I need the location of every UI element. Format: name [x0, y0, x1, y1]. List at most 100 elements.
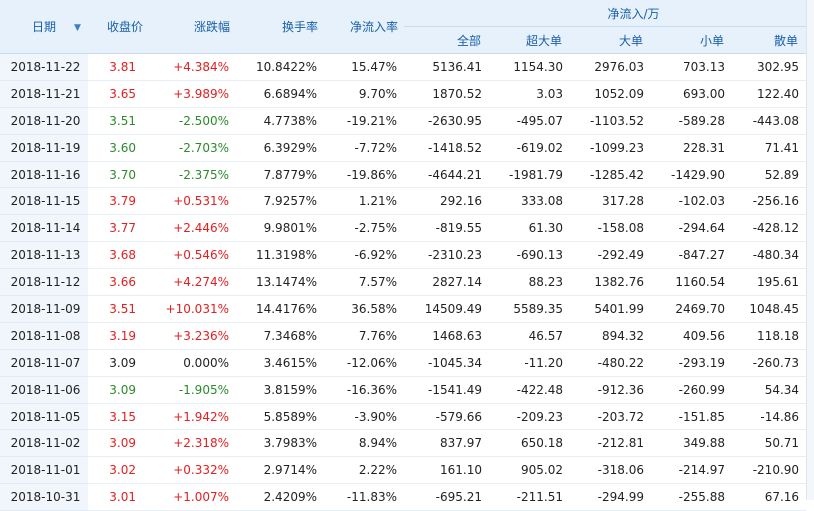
- cell-r: -260.73: [732, 349, 807, 377]
- table-row: 2018-11-12 3.66 +4.274% 13.1474% 7.57% 2827.1…: [0, 268, 807, 297]
- header-date[interactable]: 日期 ▼: [0, 0, 88, 54]
- cell-close: 3.09: [88, 429, 143, 458]
- cell-change: +3.236%: [143, 322, 236, 350]
- header-net-large[interactable]: 大单: [570, 26, 651, 54]
- cell-change: -2.703%: [143, 134, 236, 162]
- cell-all: -1418.52: [404, 134, 489, 162]
- cell-s: -1429.90: [651, 161, 732, 189]
- cell-l: -203.72: [570, 403, 651, 431]
- cell-close: 3.66: [88, 268, 143, 297]
- cell-turnover: 14.4176%: [236, 295, 324, 323]
- cell-s: -293.19: [651, 349, 732, 377]
- cell-rate: -7.72%: [324, 134, 404, 162]
- cell-close: 3.60: [88, 134, 143, 162]
- cell-xl: -211.51: [489, 483, 570, 511]
- header-net-all[interactable]: 全部: [404, 26, 489, 54]
- header-turnover[interactable]: 换手率: [236, 0, 324, 54]
- cell-turnover: 6.6894%: [236, 80, 324, 108]
- header-net-retail[interactable]: 散单: [732, 26, 807, 54]
- cell-l: -158.08: [570, 214, 651, 243]
- cell-all: -579.66: [404, 403, 489, 431]
- cell-close: 3.68: [88, 241, 143, 270]
- arrow-down-icon[interactable]: ▼: [74, 22, 81, 33]
- cell-s: -214.97: [651, 456, 732, 485]
- header-net-rate[interactable]: 净流入率: [324, 0, 404, 54]
- cell-turnover: 7.8779%: [236, 161, 324, 189]
- cell-rate: -2.75%: [324, 214, 404, 243]
- cell-rate: -3.90%: [324, 403, 404, 431]
- cell-s: -589.28: [651, 107, 732, 135]
- header-net-group: 净流入/万: [404, 0, 807, 27]
- cell-s: -294.64: [651, 214, 732, 243]
- cell-all: 14509.49: [404, 295, 489, 323]
- cell-change: +0.332%: [143, 456, 236, 485]
- cell-all: -1541.49: [404, 376, 489, 404]
- cell-change: -1.905%: [143, 376, 236, 404]
- cell-l: 1382.76: [570, 268, 651, 297]
- cell-xl: 5589.35: [489, 295, 570, 323]
- header-net-xl[interactable]: 超大单: [489, 26, 570, 54]
- cell-s: 228.31: [651, 134, 732, 162]
- cell-r: 195.61: [732, 268, 807, 297]
- scrollbar-track[interactable]: [806, 0, 814, 500]
- cell-date: 2018-11-13: [0, 241, 88, 270]
- cell-xl: 3.03: [489, 80, 570, 108]
- cell-change: 0.000%: [143, 349, 236, 377]
- cell-rate: 7.57%: [324, 268, 404, 297]
- cell-turnover: 10.8422%: [236, 53, 324, 81]
- cell-r: 52.89: [732, 161, 807, 189]
- cell-close: 3.77: [88, 214, 143, 243]
- cell-rate: 2.22%: [324, 456, 404, 485]
- cell-r: 302.95: [732, 53, 807, 81]
- table-row: 2018-11-05 3.15 +1.942% 5.8589% -3.90% -579.6…: [0, 403, 807, 431]
- table-row: 2018-11-07 3.09 0.000% 3.4615% -12.06% -1045.…: [0, 349, 807, 377]
- cell-r: 67.16: [732, 483, 807, 511]
- cell-change: -2.375%: [143, 161, 236, 189]
- cell-date: 2018-11-22: [0, 53, 88, 81]
- cell-r: 1048.45: [732, 295, 807, 323]
- cell-xl: -1981.79: [489, 161, 570, 189]
- table-row: 2018-11-22 3.81 +4.384% 10.8422% 15.47% 5136.…: [0, 53, 807, 81]
- cell-all: 1870.52: [404, 80, 489, 108]
- cell-turnover: 2.9714%: [236, 456, 324, 485]
- cell-close: 3.01: [88, 483, 143, 511]
- cell-close: 3.09: [88, 376, 143, 404]
- table-row: 2018-10-31 3.01 +1.007% 2.4209% -11.83% -695.…: [0, 483, 807, 511]
- header-change[interactable]: 涨跌幅: [143, 0, 236, 54]
- cell-xl: -619.02: [489, 134, 570, 162]
- cell-xl: 46.57: [489, 322, 570, 350]
- cell-l: -1285.42: [570, 161, 651, 189]
- cell-turnover: 2.4209%: [236, 483, 324, 511]
- header-close[interactable]: 收盘价: [88, 0, 143, 54]
- cell-l: 5401.99: [570, 295, 651, 323]
- table-row: 2018-11-02 3.09 +2.318% 3.7983% 8.94% 837.97 6…: [0, 429, 807, 458]
- cell-s: -102.03: [651, 187, 732, 216]
- cell-turnover: 7.3468%: [236, 322, 324, 350]
- cell-all: -2310.23: [404, 241, 489, 270]
- cell-change: -2.500%: [143, 107, 236, 135]
- cell-date: 2018-11-02: [0, 429, 88, 458]
- cell-s: -847.27: [651, 241, 732, 270]
- table-row: 2018-11-08 3.19 +3.236% 7.3468% 7.76% 1468.63…: [0, 322, 807, 350]
- table-row: 2018-11-09 3.51 +10.031% 14.4176% 36.58% 1450…: [0, 295, 807, 323]
- cell-s: 693.00: [651, 80, 732, 108]
- cell-change: +10.031%: [143, 295, 236, 323]
- cell-all: -819.55: [404, 214, 489, 243]
- cell-change: +4.274%: [143, 268, 236, 297]
- cell-all: -4644.21: [404, 161, 489, 189]
- cell-rate: 36.58%: [324, 295, 404, 323]
- cell-change: +0.531%: [143, 187, 236, 216]
- cell-xl: -495.07: [489, 107, 570, 135]
- cell-r: -443.08: [732, 107, 807, 135]
- header-net-small[interactable]: 小单: [651, 26, 732, 54]
- table-row: 2018-11-20 3.51 -2.500% 4.7738% -19.21% -2630…: [0, 107, 807, 135]
- cell-change: +2.446%: [143, 214, 236, 243]
- cell-date: 2018-11-21: [0, 80, 88, 108]
- cell-change: +4.384%: [143, 53, 236, 81]
- cell-date: 2018-10-31: [0, 483, 88, 511]
- cell-rate: 15.47%: [324, 53, 404, 81]
- header-net-rate-label: 净流入率: [349, 20, 398, 34]
- cell-turnover: 9.9801%: [236, 214, 324, 243]
- cell-r: 122.40: [732, 80, 807, 108]
- cell-date: 2018-11-19: [0, 134, 88, 162]
